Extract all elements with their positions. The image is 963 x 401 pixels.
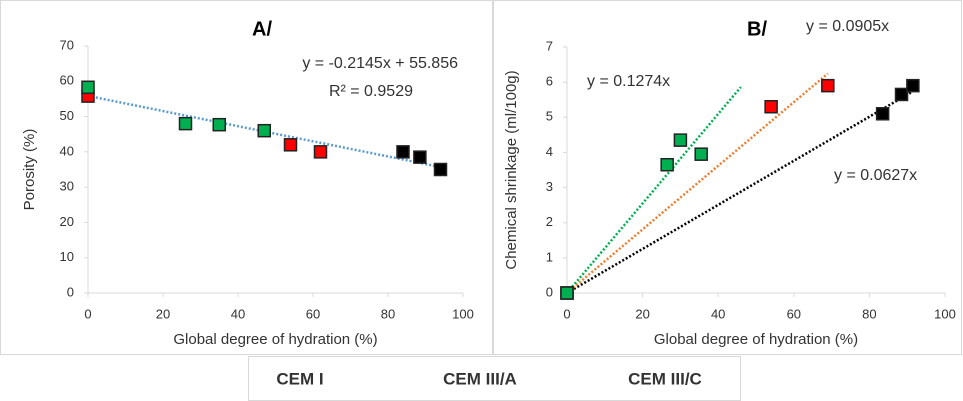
point [894, 87, 909, 102]
annotation: R² = 0.9529 [329, 83, 413, 100]
chart-title: B/ [747, 18, 767, 40]
trendline [566, 72, 829, 294]
y-tick-label: 70 [60, 37, 74, 52]
annotation: y = -0.2145x + 55.856 [302, 55, 458, 72]
legend-entry: CEM III/C [628, 369, 702, 388]
chart-title: A/ [252, 18, 272, 40]
y-tick-label: 4 [546, 144, 553, 159]
y-tick-label: 3 [546, 179, 553, 194]
x-tick-label: 80 [381, 306, 395, 321]
trendline [566, 86, 742, 294]
annotation: y = 0.0627x [834, 167, 917, 184]
y-tick-label: 50 [60, 108, 74, 123]
y-tick-label: 5 [546, 109, 553, 124]
annotation: y = 0.0905x [806, 18, 889, 35]
point [764, 99, 778, 114]
x-tick-label: 100 [934, 306, 956, 321]
point [413, 150, 427, 164]
y-tick-label: 0 [546, 284, 553, 299]
x-tick-label: 0 [84, 306, 91, 321]
y-tick-label: 6 [546, 74, 553, 89]
point [257, 123, 271, 138]
point [396, 145, 410, 159]
y-tick-label: 20 [60, 214, 74, 229]
point [660, 157, 674, 172]
point [673, 133, 688, 147]
point [560, 286, 574, 300]
point [694, 147, 708, 161]
y-tick-label: 0 [67, 284, 74, 299]
x-tick-label: 40 [231, 306, 245, 321]
x-tick-label: 20 [156, 306, 170, 321]
legend-entry: CEM I [276, 369, 323, 388]
x-axis-label: Global degree of hydration (%) [654, 331, 858, 348]
point [875, 107, 890, 121]
point [906, 78, 920, 93]
point [283, 138, 298, 152]
y-axis-label: Porosity (%) [21, 129, 38, 211]
point [313, 145, 328, 159]
x-tick-label: 60 [787, 306, 801, 321]
y-tick-label: 10 [60, 249, 74, 264]
x-axis-label: Global degree of hydration (%) [173, 331, 377, 348]
annotation: y = 0.1274x [587, 73, 670, 90]
x-tick-label: 40 [711, 306, 725, 321]
y-axis-label: Chemical shrinkage (ml/100g) [503, 70, 520, 269]
point [81, 80, 95, 95]
x-tick-label: 100 [452, 306, 474, 321]
trendline [566, 91, 912, 295]
y-tick-label: 30 [60, 179, 74, 194]
y-tick-label: 60 [60, 73, 74, 88]
y-tick-label: 1 [546, 249, 553, 264]
x-tick-label: 0 [563, 306, 570, 321]
point [821, 78, 835, 93]
x-tick-label: 60 [306, 306, 320, 321]
y-tick-label: 7 [546, 38, 553, 53]
legend-entry: CEM III/A [443, 369, 517, 388]
y-tick-label: 40 [60, 143, 74, 158]
panel-a-frame [0, 0, 493, 355]
point [178, 116, 193, 131]
point [433, 162, 448, 177]
point [212, 117, 226, 132]
y-tick-label: 2 [546, 214, 553, 229]
x-tick-label: 80 [862, 306, 876, 321]
panel-b-frame [493, 0, 962, 355]
x-tick-label: 20 [635, 306, 649, 321]
